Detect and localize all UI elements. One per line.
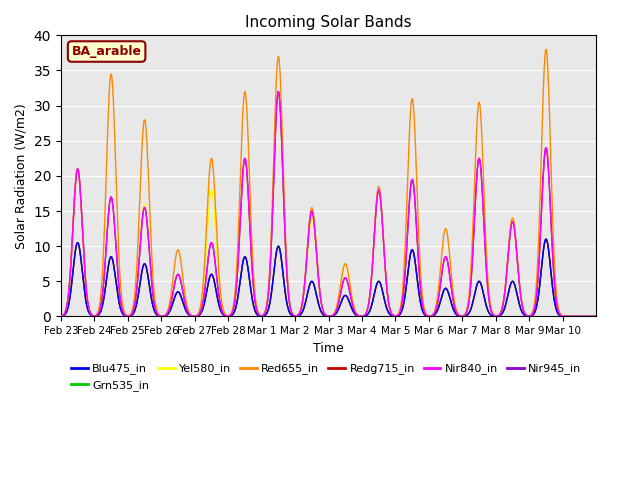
Title: Incoming Solar Bands: Incoming Solar Bands <box>245 15 412 30</box>
Text: BA_arable: BA_arable <box>72 45 141 58</box>
Y-axis label: Solar Radiation (W/m2): Solar Radiation (W/m2) <box>15 103 28 249</box>
X-axis label: Time: Time <box>313 342 344 355</box>
Legend: Blu475_in, Grn535_in, Yel580_in, Red655_in, Redg715_in, Nir840_in, Nir945_in: Blu475_in, Grn535_in, Yel580_in, Red655_… <box>67 359 586 395</box>
